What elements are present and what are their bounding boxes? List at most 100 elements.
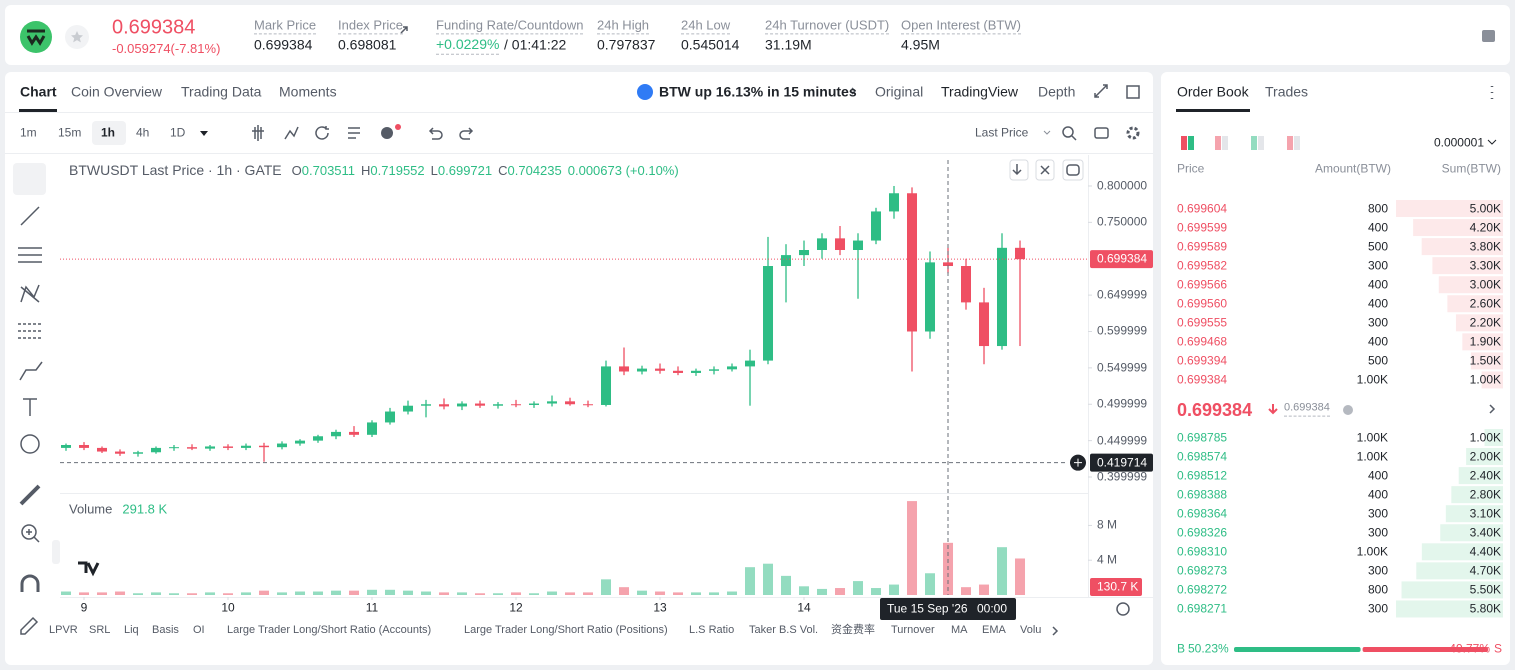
book-price[interactable]: 0.698364 bbox=[1177, 506, 1228, 521]
replay-icon[interactable] bbox=[315, 126, 329, 140]
book-price[interactable]: 0.699589 bbox=[1177, 239, 1228, 254]
chart-down-icon[interactable] bbox=[1012, 164, 1022, 176]
indicator-icon[interactable] bbox=[284, 126, 299, 140]
indicator[interactable]: EMA bbox=[982, 624, 1006, 637]
chart-tab[interactable]: Chart bbox=[20, 83, 57, 100]
view-tab[interactable]: Original bbox=[875, 83, 924, 100]
precision-caret[interactable] bbox=[1487, 139, 1497, 145]
ohlc-item: O0.703511 bbox=[292, 163, 355, 178]
axis-settings[interactable] bbox=[1116, 602, 1130, 616]
ohlc-key: L bbox=[430, 162, 438, 178]
view-alt[interactable] bbox=[1287, 136, 1293, 150]
tool-zoom[interactable] bbox=[21, 524, 37, 540]
interval[interactable]: 15m bbox=[58, 125, 82, 140]
book-price[interactable]: 0.698388 bbox=[1177, 487, 1228, 502]
indicator[interactable]: Large Trader Long/Short Ratio (Positions… bbox=[464, 624, 668, 637]
indicator[interactable]: Basis bbox=[152, 624, 179, 637]
book-price[interactable]: 0.699604 bbox=[1177, 201, 1228, 216]
tool-emoji[interactable] bbox=[20, 434, 40, 454]
collapse-toolbar[interactable] bbox=[52, 540, 60, 564]
chart-tab[interactable]: Coin Overview bbox=[71, 83, 163, 100]
view-bids[interactable] bbox=[1251, 136, 1257, 150]
view-tab[interactable]: TradingView bbox=[941, 83, 1019, 100]
undo-icon[interactable] bbox=[428, 127, 443, 140]
indicator[interactable]: LPVR bbox=[49, 624, 78, 637]
price-type[interactable]: Last Price bbox=[975, 125, 1029, 140]
gear-icon[interactable] bbox=[1126, 126, 1140, 140]
column-header: Sum(BTW) bbox=[1441, 161, 1501, 176]
tool-ruler[interactable] bbox=[19, 484, 41, 506]
book-price[interactable]: 0.698512 bbox=[1177, 468, 1228, 483]
index-link-icon[interactable] bbox=[400, 26, 408, 34]
indicator[interactable]: 资金费率 bbox=[831, 624, 875, 637]
tool-text[interactable] bbox=[23, 398, 37, 416]
indicator[interactable]: Liq bbox=[124, 624, 139, 637]
book-tab[interactable]: Order Book bbox=[1177, 83, 1249, 100]
redo-icon[interactable] bbox=[459, 127, 474, 140]
book-price[interactable]: 0.698326 bbox=[1177, 525, 1228, 540]
indicator[interactable]: Large Trader Long/Short Ratio (Accounts) bbox=[227, 624, 432, 637]
chart-reset-icon[interactable] bbox=[1066, 164, 1080, 176]
search-icon[interactable] bbox=[1062, 126, 1074, 138]
chart-tab[interactable]: Moments bbox=[279, 83, 337, 100]
view-tab[interactable]: Depth bbox=[1038, 83, 1076, 100]
book-price[interactable]: 0.699468 bbox=[1177, 334, 1228, 349]
camera-icon[interactable] bbox=[1094, 127, 1109, 139]
precision[interactable]: 0.000001 bbox=[1433, 135, 1484, 150]
tool-hlines[interactable] bbox=[18, 247, 42, 263]
indicator[interactable]: L.S Ratio bbox=[689, 624, 735, 637]
add-indicator-icon[interactable] bbox=[381, 127, 393, 139]
book-price[interactable]: 0.699384 bbox=[1177, 372, 1228, 387]
tool-brush[interactable] bbox=[19, 361, 43, 381]
candles-icon[interactable] bbox=[252, 125, 264, 141]
indicator[interactable]: SRL bbox=[89, 624, 111, 637]
tool-magnet[interactable] bbox=[20, 574, 40, 592]
tool-pattern[interactable] bbox=[20, 284, 40, 303]
fullscreen-icon[interactable] bbox=[1094, 84, 1108, 98]
stat-value: 0.545014 bbox=[681, 36, 740, 53]
book-price[interactable]: 0.698785 bbox=[1177, 430, 1228, 445]
view-both[interactable] bbox=[1181, 136, 1187, 150]
book-price[interactable]: 0.698310 bbox=[1177, 544, 1228, 559]
interval-dropdown[interactable] bbox=[200, 131, 208, 136]
window-icon[interactable] bbox=[1126, 85, 1140, 99]
chart-tab[interactable]: Trading Data bbox=[181, 83, 262, 100]
dropdown-caret[interactable] bbox=[1043, 130, 1051, 135]
chart-collapse-icon[interactable] bbox=[1040, 165, 1050, 175]
book-more[interactable] bbox=[1489, 404, 1496, 414]
book-price[interactable]: 0.698574 bbox=[1177, 449, 1228, 464]
book-price[interactable]: 0.698272 bbox=[1177, 582, 1228, 597]
chart-title: BTWUSDT Last Price · 1h · GATE bbox=[69, 162, 282, 178]
book-price[interactable]: 0.699582 bbox=[1177, 258, 1228, 273]
indicator[interactable]: Taker B.S Vol. bbox=[749, 624, 819, 637]
tool-line[interactable] bbox=[20, 206, 40, 226]
book-price[interactable]: 0.699599 bbox=[1177, 220, 1228, 235]
view-asks[interactable] bbox=[1215, 136, 1221, 150]
book-price[interactable]: 0.699560 bbox=[1177, 296, 1228, 311]
book-price[interactable]: 0.699394 bbox=[1177, 353, 1228, 368]
settings-list-icon[interactable] bbox=[348, 127, 360, 139]
candle-body bbox=[169, 447, 180, 449]
indicator[interactable]: MA bbox=[951, 624, 968, 637]
indicator[interactable]: Turnover bbox=[891, 624, 935, 637]
depth-bar bbox=[1440, 524, 1503, 542]
tool-pencil[interactable] bbox=[20, 616, 39, 635]
tool-fib[interactable] bbox=[18, 323, 42, 339]
book-price[interactable]: 0.699566 bbox=[1177, 277, 1228, 292]
x-tick-label: 12 bbox=[509, 600, 523, 615]
book-price[interactable]: 0.698273 bbox=[1177, 563, 1228, 578]
interval[interactable]: 1h bbox=[101, 125, 116, 140]
book-price[interactable]: 0.699555 bbox=[1177, 315, 1228, 330]
indicators-more[interactable] bbox=[1052, 626, 1059, 636]
indicator[interactable]: OI bbox=[193, 624, 205, 637]
book-tab[interactable]: Trades bbox=[1265, 83, 1309, 100]
news-ticker[interactable]: BTW up 16.13% in 15 minutes bbox=[659, 83, 857, 100]
stat-label: 24h High bbox=[597, 17, 650, 35]
volume-bar bbox=[529, 593, 540, 595]
indicator[interactable]: Volu bbox=[1020, 624, 1042, 637]
interval[interactable]: 1m bbox=[20, 125, 37, 140]
interval[interactable]: 1D bbox=[170, 125, 186, 140]
layout-icon[interactable] bbox=[1482, 30, 1495, 42]
interval[interactable]: 4h bbox=[136, 125, 150, 140]
book-price[interactable]: 0.698271 bbox=[1177, 601, 1228, 616]
